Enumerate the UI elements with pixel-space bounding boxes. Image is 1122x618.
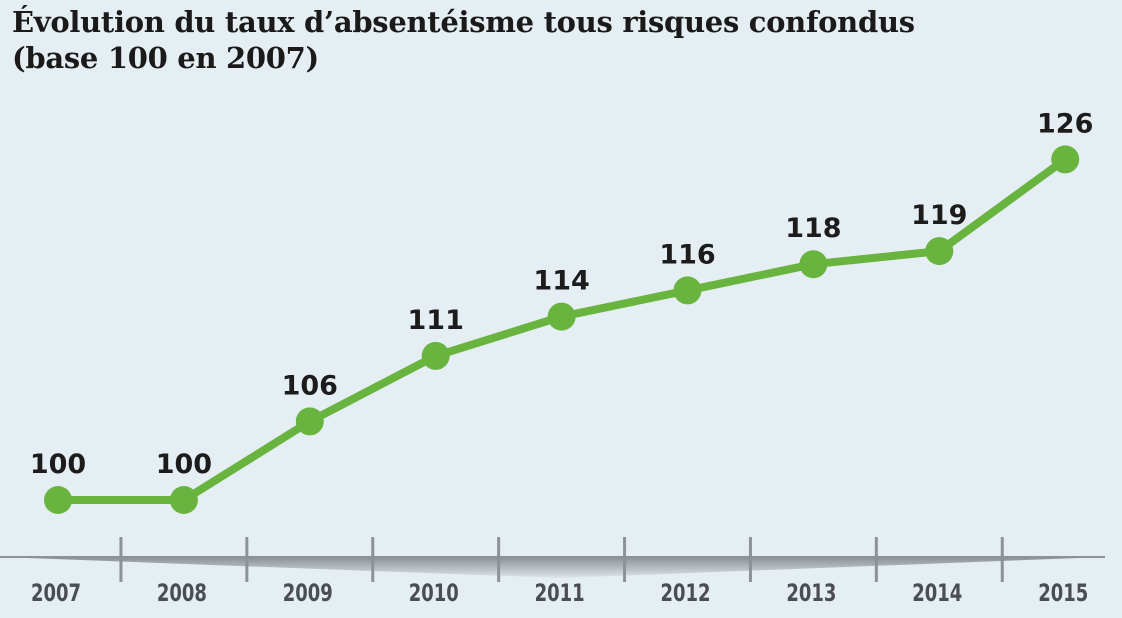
x-axis-label: 2013 <box>786 579 836 607</box>
data-point <box>673 276 702 305</box>
chart-title-line2: (base 100 en 2007) <box>12 41 319 75</box>
x-axis-label: 2015 <box>1038 579 1088 607</box>
x-axis-band <box>0 557 1105 578</box>
x-axis-label: 2007 <box>31 579 81 607</box>
data-point <box>547 302 576 331</box>
data-points <box>44 145 1080 514</box>
x-axis-ticks <box>119 537 1004 582</box>
data-point <box>295 407 324 436</box>
data-label: 126 <box>1037 108 1093 139</box>
data-label: 106 <box>282 370 338 401</box>
data-point <box>421 341 450 370</box>
chart-title: Évolution du taux d’absentéisme tous ris… <box>12 4 915 76</box>
x-axis-label: 2008 <box>157 579 207 607</box>
data-label: 111 <box>408 305 464 336</box>
data-labels: 100 100 106 111 114 116 118 119 126 <box>30 108 1094 480</box>
chart-title-line1: Évolution du taux d’absentéisme tous ris… <box>12 5 915 39</box>
data-point <box>925 237 954 266</box>
data-label: 100 <box>30 449 86 480</box>
x-axis-label: 2009 <box>283 579 333 607</box>
data-label: 100 <box>156 449 212 480</box>
data-label: 119 <box>911 200 967 231</box>
x-axis-label: 2010 <box>409 579 459 607</box>
data-point <box>169 486 198 514</box>
data-point <box>1051 145 1080 174</box>
x-axis-label: 2012 <box>661 579 711 607</box>
data-label: 114 <box>533 266 589 297</box>
data-point <box>44 486 72 514</box>
data-point <box>799 250 828 279</box>
x-axis-label: 2011 <box>535 579 585 607</box>
x-axis-label: 2014 <box>912 579 962 607</box>
x-axis-labels: 2007 2008 2009 2010 2011 2012 2013 2014 2015 <box>31 579 1088 607</box>
data-label: 116 <box>659 239 715 270</box>
data-label: 118 <box>785 213 841 244</box>
